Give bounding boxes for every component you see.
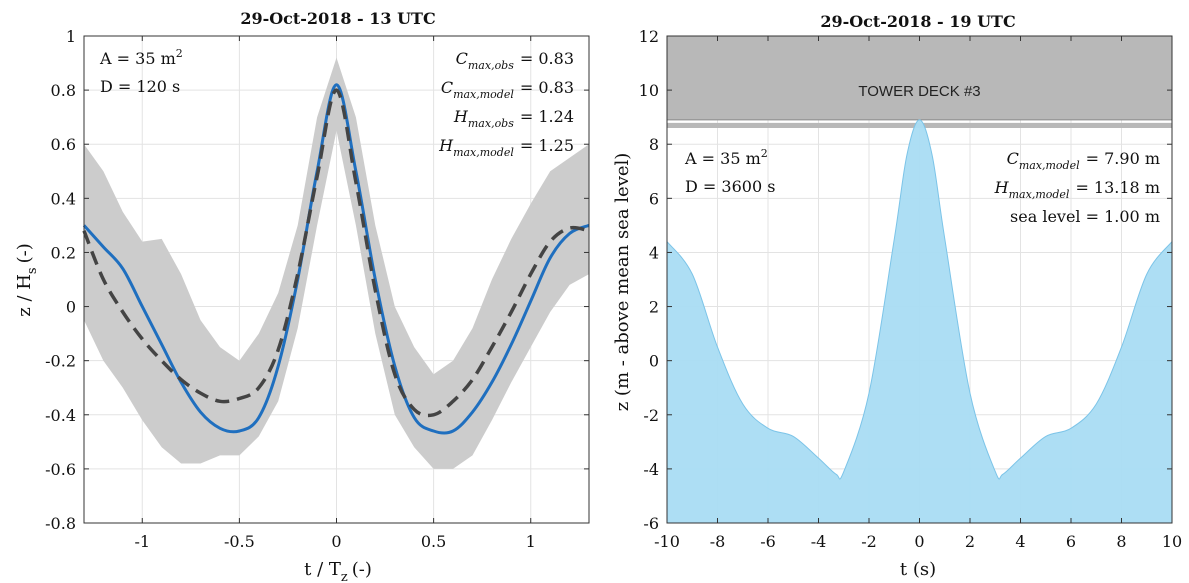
left-stat-value: = 0.83	[520, 78, 574, 97]
tower-deck-label: TOWER DECK #3	[858, 83, 980, 100]
right-chart: 29-Oct-2018 - 19 UTC TOWER DECK #3 -10 -8…	[612, 12, 1182, 580]
right-ytick-label: -6	[643, 514, 659, 533]
right-xtick-label: 6	[1066, 532, 1076, 551]
observed-range-band	[84, 57, 589, 469]
left-stat-symbol: C	[456, 49, 468, 68]
right-ytick-label: -4	[643, 460, 659, 479]
left-ytick-label: -0.8	[45, 514, 76, 533]
right-ytick-label: 6	[649, 189, 659, 208]
left-stat-symbol: C	[441, 78, 453, 97]
right-xtick-label: -6	[760, 532, 776, 551]
left-xtick-label: -0.5	[224, 532, 255, 551]
right-stat-value: = 7.90 m	[1086, 149, 1160, 168]
left-chart-title: 29-Oct-2018 - 13 UTC	[240, 9, 435, 28]
left-chart-duration-annotation: D = 120 s	[100, 77, 180, 96]
left-stat-2: Hmax,obs = 1.24	[453, 107, 574, 130]
left-ytick-label: 0.4	[51, 189, 76, 208]
left-chart-area-annotation: A = 35 m2	[99, 47, 183, 68]
right-ytick-label: 8	[649, 135, 659, 154]
right-stat-2: sea level = 1.00 m	[1010, 207, 1160, 226]
left-chart-band-layer	[84, 57, 589, 469]
right-ytick-label: 2	[649, 298, 659, 317]
observed-mean-line	[82, 88, 590, 418]
right-xtick-label: 2	[965, 532, 975, 551]
right-stat-value: sea level = 1.00 m	[1010, 207, 1160, 226]
left-stat-value: = 0.83	[520, 49, 574, 68]
right-stat-subscript: max,model	[1009, 188, 1070, 201]
right-chart-title: 29-Oct-2018 - 19 UTC	[820, 12, 1015, 31]
left-ytick-label: 1	[66, 27, 76, 46]
tower-deck-block	[667, 36, 1172, 120]
left-stat-symbol: H	[438, 136, 454, 155]
right-chart-ticks: -10 -8 -6 -4 -2 0 2 4 6 8 10 -6 -4 -2 0 2 4 6 8 10 12	[639, 27, 1183, 551]
left-stat-1: Cmax,model = 0.83	[441, 78, 574, 101]
right-stat-symbol: H	[994, 178, 1010, 197]
right-chart-area-layer	[666, 119, 1173, 524]
right-chart-xlabel: t (s)	[900, 559, 936, 580]
right-xtick-label: 0	[914, 532, 924, 551]
left-stat-value: = 1.24	[520, 107, 574, 126]
right-chart-area-annotation: A = 35 m2	[684, 147, 768, 168]
left-ytick-label: -0.4	[45, 406, 76, 425]
model-line	[82, 83, 590, 435]
left-stat-subscript: max,obs	[468, 117, 514, 130]
left-chart-stats: Cmax,obs = 0.83 Cmax,model = 0.83 Hmax,obs = …	[438, 49, 574, 159]
left-ytick-label: 0.6	[51, 135, 76, 154]
right-xtick-label: -10	[654, 532, 680, 551]
left-ytick-label: 0	[66, 298, 76, 317]
right-xtick-label: 10	[1162, 532, 1182, 551]
surface-elevation-edge	[666, 119, 1173, 480]
right-chart-ylabel: z (m - above mean sea level)	[612, 153, 633, 412]
right-chart-stats: Cmax,model = 7.90 m Hmax,model = 13.18 m sea…	[994, 149, 1160, 226]
right-stat-symbol: C	[1007, 149, 1019, 168]
right-stat-1: Hmax,model = 13.18 m	[994, 178, 1160, 201]
left-chart: 29-Oct-2018 - 13 UTC -1 -0.5 0 0.5 1 -0.8 -0.6…	[14, 9, 590, 583]
left-chart-xlabel: t / Tz (-)	[304, 559, 372, 583]
left-stat-0: Cmax,obs = 0.83	[456, 49, 574, 72]
left-stat-subscript: max,model	[453, 146, 514, 159]
right-ytick-label: -2	[643, 406, 659, 425]
right-xtick-label: 4	[1015, 532, 1025, 551]
right-ytick-label: 4	[649, 243, 659, 262]
right-stat-0: Cmax,model = 7.90 m	[1007, 149, 1160, 172]
right-stat-value: = 13.18 m	[1075, 178, 1160, 197]
left-xtick-label: -1	[134, 532, 150, 551]
right-ytick-label: 0	[649, 352, 659, 371]
left-ytick-label: 0.2	[51, 243, 76, 262]
right-xtick-label: -8	[710, 532, 726, 551]
left-stat-symbol: H	[453, 107, 469, 126]
left-ytick-label: 0.8	[51, 81, 76, 100]
left-xtick-label: 1	[526, 532, 536, 551]
left-xtick-label: 0	[331, 532, 341, 551]
left-chart-ticks: -1 -0.5 0 0.5 1 -0.8 -0.6 -0.4 -0.2 0 0.2 0.4 0.6 0.8…	[45, 27, 589, 551]
right-xtick-label: -2	[861, 532, 877, 551]
right-stat-subscript: max,model	[1019, 159, 1080, 172]
left-chart-lines-layer	[82, 83, 590, 435]
right-chart-duration-annotation: D = 3600 s	[685, 177, 775, 196]
left-stat-3: Hmax,model = 1.25	[438, 136, 574, 159]
left-stat-subscript: max,obs	[468, 59, 514, 72]
surface-elevation-area	[667, 119, 1172, 524]
left-ytick-label: -0.2	[45, 352, 76, 371]
right-ytick-label: 10	[639, 81, 659, 100]
right-ytick-label: 12	[639, 27, 659, 46]
left-stat-value: = 1.25	[520, 136, 574, 155]
right-xtick-label: -4	[811, 532, 827, 551]
right-chart-deck-layer: TOWER DECK #3	[667, 36, 1172, 128]
right-xtick-label: 8	[1116, 532, 1126, 551]
left-ytick-label: -0.6	[45, 460, 76, 479]
left-stat-subscript: max,model	[453, 88, 514, 101]
left-chart-ylabel: z / Hs(-)	[14, 243, 40, 317]
left-xtick-label: 0.5	[421, 532, 446, 551]
